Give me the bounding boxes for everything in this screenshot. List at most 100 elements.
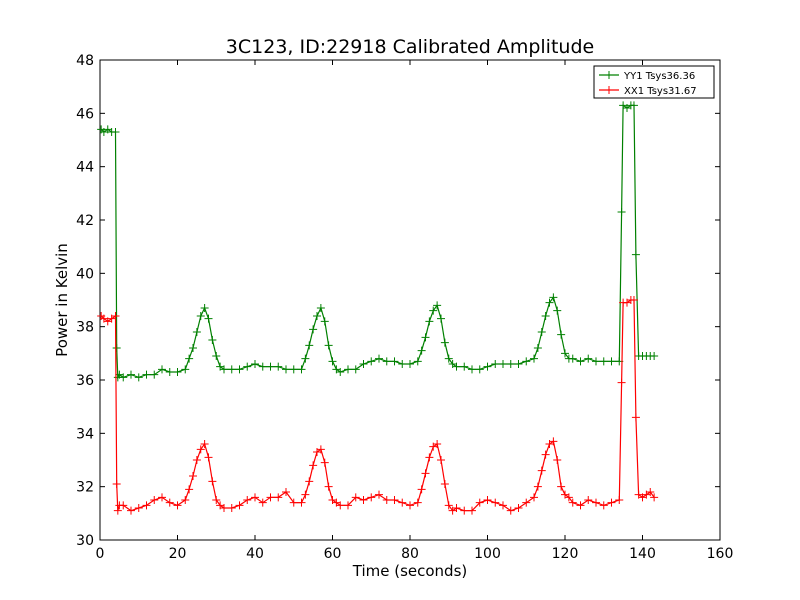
data-point <box>320 317 329 326</box>
data-point <box>150 370 159 379</box>
data-point <box>196 445 205 454</box>
series-line <box>100 299 655 512</box>
data-point <box>258 362 267 371</box>
data-point <box>282 365 290 374</box>
data-point <box>553 456 562 464</box>
y-tick-label: 46 <box>76 106 94 122</box>
data-point <box>142 370 151 379</box>
data-point <box>433 301 442 310</box>
data-point <box>258 498 267 507</box>
data-point <box>584 496 593 504</box>
data-point <box>413 498 422 507</box>
data-point <box>359 496 368 504</box>
data-point <box>359 360 368 368</box>
data-point <box>165 498 174 507</box>
data-point <box>475 365 484 374</box>
x-tick-label: 140 <box>629 546 656 562</box>
data-point <box>514 504 523 512</box>
data-point <box>305 477 314 486</box>
data-point <box>282 488 290 496</box>
data-point <box>429 306 438 315</box>
data-point <box>192 328 201 336</box>
y-tick-label: 44 <box>76 160 94 176</box>
data-point <box>351 493 360 502</box>
data-point <box>328 357 337 366</box>
data-point <box>336 501 345 510</box>
data-point <box>460 362 469 371</box>
data-point <box>499 360 507 368</box>
y-tick-label: 34 <box>76 426 94 442</box>
data-point <box>541 450 550 459</box>
data-point <box>533 344 542 352</box>
data-point <box>398 498 407 507</box>
data-point <box>243 496 252 504</box>
data-point <box>425 453 434 462</box>
chart-title: 3C123, ID:22918 Calibrated Amplitude <box>226 36 594 58</box>
data-point <box>483 362 492 371</box>
data-point <box>142 501 151 510</box>
y-tick-label: 32 <box>76 480 94 496</box>
data-point <box>111 312 120 320</box>
data-point <box>266 493 275 502</box>
data-point <box>576 501 585 510</box>
data-point <box>452 504 461 512</box>
data-point <box>549 437 558 446</box>
data-point <box>220 365 228 374</box>
y-tick-label: 42 <box>76 213 94 229</box>
data-point <box>367 493 376 502</box>
data-point <box>390 496 399 504</box>
data-point <box>444 354 453 363</box>
data-point <box>200 440 209 448</box>
data-point <box>631 250 640 259</box>
data-point <box>491 498 500 507</box>
data-point <box>452 362 461 371</box>
data-point <box>127 506 135 515</box>
data-point <box>212 496 221 504</box>
data-point <box>599 501 608 510</box>
data-point <box>425 317 434 326</box>
data-point <box>549 293 558 302</box>
data-point <box>537 466 546 475</box>
data-point <box>522 357 531 366</box>
data-point <box>301 490 310 499</box>
data-point <box>158 365 166 374</box>
data-point <box>646 488 655 496</box>
data-point <box>196 312 205 320</box>
y-tick-label: 38 <box>76 320 94 336</box>
data-point <box>274 362 283 371</box>
data-point <box>320 458 329 467</box>
data-point <box>468 365 476 374</box>
data-point <box>592 357 600 366</box>
data-point <box>301 354 310 363</box>
data-point <box>499 501 507 510</box>
data-point <box>266 362 275 371</box>
data-point <box>506 506 515 515</box>
data-point <box>541 312 550 320</box>
data-point <box>112 344 121 352</box>
x-tick-label: 120 <box>552 546 579 562</box>
data-point <box>251 360 259 368</box>
data-point <box>382 496 391 504</box>
x-tick-label: 40 <box>246 546 264 562</box>
legend: YY1 Tsys36.36 XX1 Tsys31.67 <box>593 65 715 99</box>
y-axis-label: Power in Kelvin <box>53 243 71 357</box>
data-point <box>533 482 542 491</box>
y-tick-label: 30 <box>76 533 94 549</box>
data-point <box>309 325 318 334</box>
data-point <box>297 498 306 507</box>
data-point <box>289 498 298 507</box>
data-point <box>134 504 143 512</box>
data-point <box>189 344 197 352</box>
data-point <box>204 314 213 323</box>
data-point <box>553 306 562 315</box>
data-point <box>607 498 616 507</box>
x-tick-label: 80 <box>401 546 419 562</box>
data-point <box>437 456 445 464</box>
data-point <box>417 485 426 494</box>
data-point <box>274 493 283 502</box>
data-point <box>557 330 566 339</box>
data-point <box>227 365 236 374</box>
data-point <box>421 333 430 342</box>
legend-entry: XX1 Tsys31.67 <box>624 86 697 97</box>
data-point <box>127 370 135 379</box>
